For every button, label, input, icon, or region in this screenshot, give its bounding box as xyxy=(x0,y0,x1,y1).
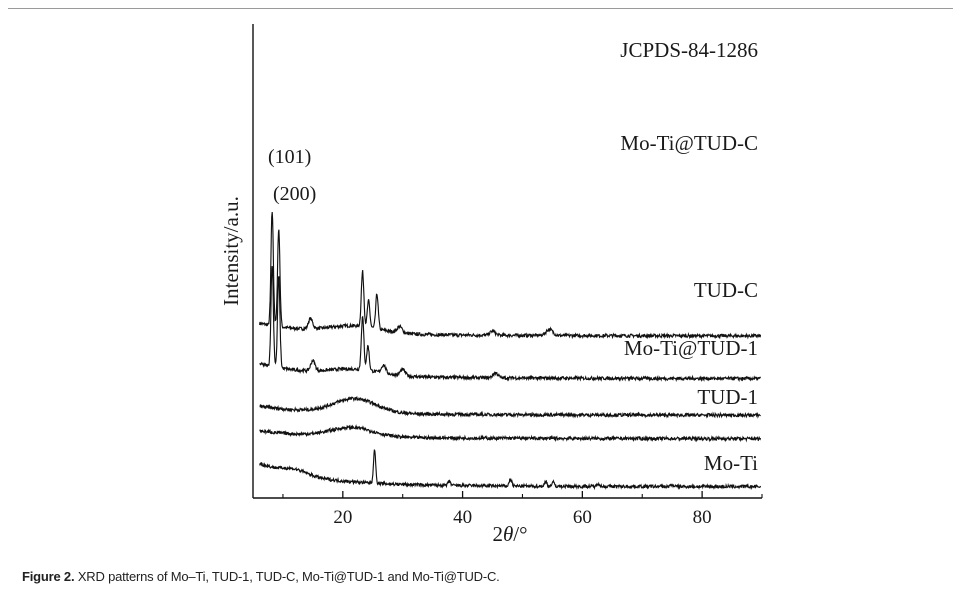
peak-annotation: (200) xyxy=(273,183,316,205)
caption-label: Figure 2. xyxy=(22,569,75,584)
axes: 20 40 60 80 xyxy=(252,24,763,528)
series-line-4 xyxy=(259,449,762,491)
x-tick-label: 60 xyxy=(573,507,592,528)
peak-annotation: (101) xyxy=(268,146,311,168)
caption-text: XRD patterns of Mo–Ti, TUD-1, TUD-C, Mo-… xyxy=(77,569,500,584)
series-group xyxy=(259,211,762,491)
x-axis-label: 2θ/° xyxy=(492,522,527,546)
x-tick-label: 20 xyxy=(333,507,352,528)
x-tick-label: 80 xyxy=(693,507,712,528)
series-label: Mo-Ti xyxy=(704,451,758,475)
figure-caption: Figure 2. XRD patterns of Mo–Ti, TUD-1, … xyxy=(22,569,942,584)
chart-svg: 20 40 60 80 JCPDS-84-1286 Mo-Ti@TUD-C TUD-C Mo… xyxy=(219,24,763,546)
series-line-0 xyxy=(259,211,762,340)
series-line-3 xyxy=(259,424,762,443)
labels-group: JCPDS-84-1286 Mo-Ti@TUD-C TUD-C Mo-Ti@TUD-1… xyxy=(268,38,758,475)
series-label: Mo-Ti@TUD-1 xyxy=(624,336,758,360)
x-tick-label: 40 xyxy=(453,507,472,528)
top-rule xyxy=(8,8,953,9)
series-label: JCPDS-84-1286 xyxy=(620,38,758,62)
series-label: Mo-Ti@TUD-C xyxy=(620,131,758,155)
series-line-2 xyxy=(259,395,761,419)
xrd-chart: 20 40 60 80 JCPDS-84-1286 Mo-Ti@TUD-C TUD-C Mo… xyxy=(219,24,763,546)
series-label: TUD-C xyxy=(694,278,758,302)
series-line-1 xyxy=(259,265,761,383)
y-axis-label: Intensity/a.u. xyxy=(219,196,243,306)
series-label: TUD-1 xyxy=(697,385,758,409)
